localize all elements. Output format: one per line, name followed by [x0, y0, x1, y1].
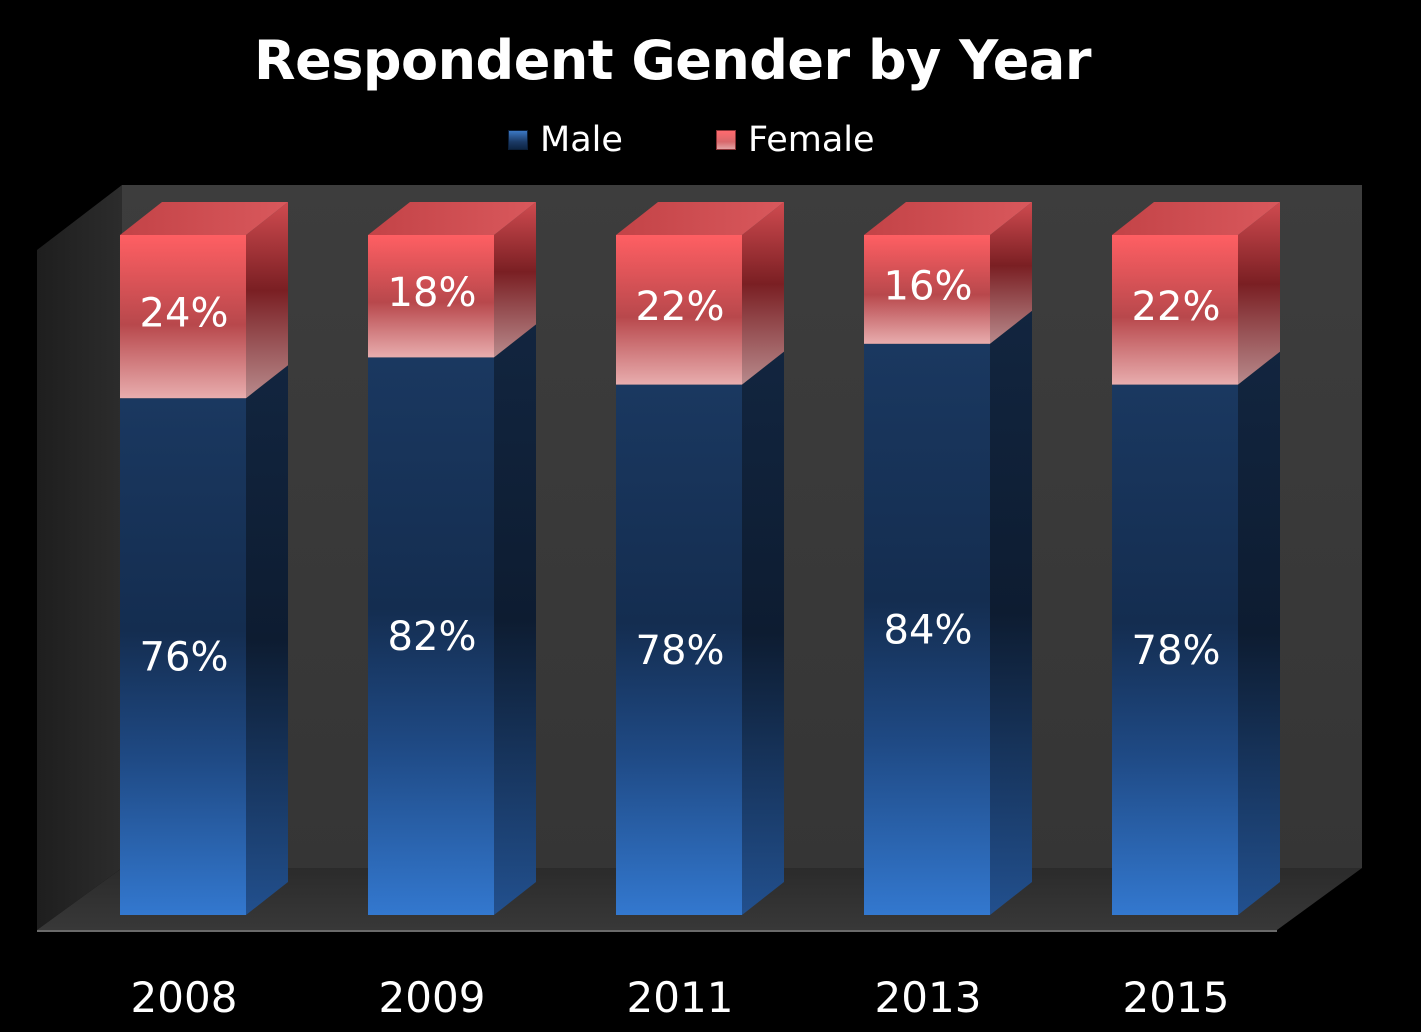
x-tick-label-2013: 2013 — [875, 973, 982, 1022]
data-label-male-2011: 78% — [636, 628, 725, 674]
legend-label-male: Male — [540, 120, 623, 160]
bar-top-2008 — [120, 202, 288, 235]
bar-female-side-2008 — [246, 202, 288, 399]
bar-2013 — [864, 202, 1032, 915]
data-label-female-2008: 24% — [140, 291, 229, 337]
bar-male-side-2009 — [494, 324, 536, 915]
data-label-female-2015: 22% — [1132, 284, 1221, 330]
x-tick-label-2011: 2011 — [627, 973, 734, 1022]
legend-label-female: Female — [748, 120, 875, 160]
data-label-female-2009: 18% — [388, 270, 477, 316]
data-label-male-2009: 82% — [388, 614, 477, 660]
x-tick-label-2009: 2009 — [379, 973, 486, 1022]
x-tick-label-2008: 2008 — [131, 973, 238, 1022]
data-label-male-2008: 76% — [140, 635, 229, 681]
bar-female-2013 — [864, 235, 990, 344]
legend-swatch-female — [716, 130, 736, 150]
bar-female-2008 — [120, 235, 246, 399]
bar-female-side-2009 — [494, 202, 536, 358]
chart-legend: Male Female — [0, 115, 1421, 165]
bar-2011 — [616, 202, 784, 916]
bar-2009 — [368, 202, 536, 915]
legend-item-female: Female — [716, 115, 875, 165]
bar-female-2011 — [616, 235, 742, 385]
bar-top-2013 — [864, 202, 1032, 235]
data-label-male-2013: 84% — [884, 607, 973, 653]
bar-female-side-2015 — [1238, 202, 1280, 385]
bar-male-2008 — [120, 398, 246, 915]
bar-male-2015 — [1112, 384, 1238, 916]
bar-male-side-2013 — [990, 310, 1032, 915]
bar-male-2013 — [864, 343, 990, 915]
chart-side-wall — [37, 185, 122, 930]
bar-2008 — [120, 202, 288, 915]
legend-item-male: Male — [508, 115, 623, 165]
x-tick-label-2015: 2015 — [1123, 973, 1230, 1022]
bar-2015 — [1112, 202, 1280, 916]
bar-top-2011 — [616, 202, 784, 235]
data-label-female-2011: 22% — [636, 284, 725, 330]
data-label-female-2013: 16% — [884, 263, 973, 309]
data-label-male-2015: 78% — [1132, 628, 1221, 674]
bar-male-2011 — [616, 384, 742, 916]
labels-group: 24% 76% 2008 18% 82% 2009 22% 78% 2011 16% 84% 2013… — [131, 263, 1230, 1022]
bar-female-side-2011 — [742, 202, 784, 385]
bar-top-2009 — [368, 202, 536, 235]
bar-male-side-2015 — [1238, 351, 1280, 916]
bar-male-side-2008 — [246, 365, 288, 915]
bars-group — [120, 202, 1280, 916]
bar-female-2015 — [1112, 235, 1238, 385]
bar-top-2015 — [1112, 202, 1280, 235]
bar-female-2009 — [368, 235, 494, 358]
chart-title: Respondent Gender by Year — [254, 29, 1091, 92]
bar-female-side-2013 — [990, 202, 1032, 344]
bar-male-side-2011 — [742, 351, 784, 916]
bar-male-2009 — [368, 357, 494, 915]
legend-swatch-male — [508, 130, 528, 150]
